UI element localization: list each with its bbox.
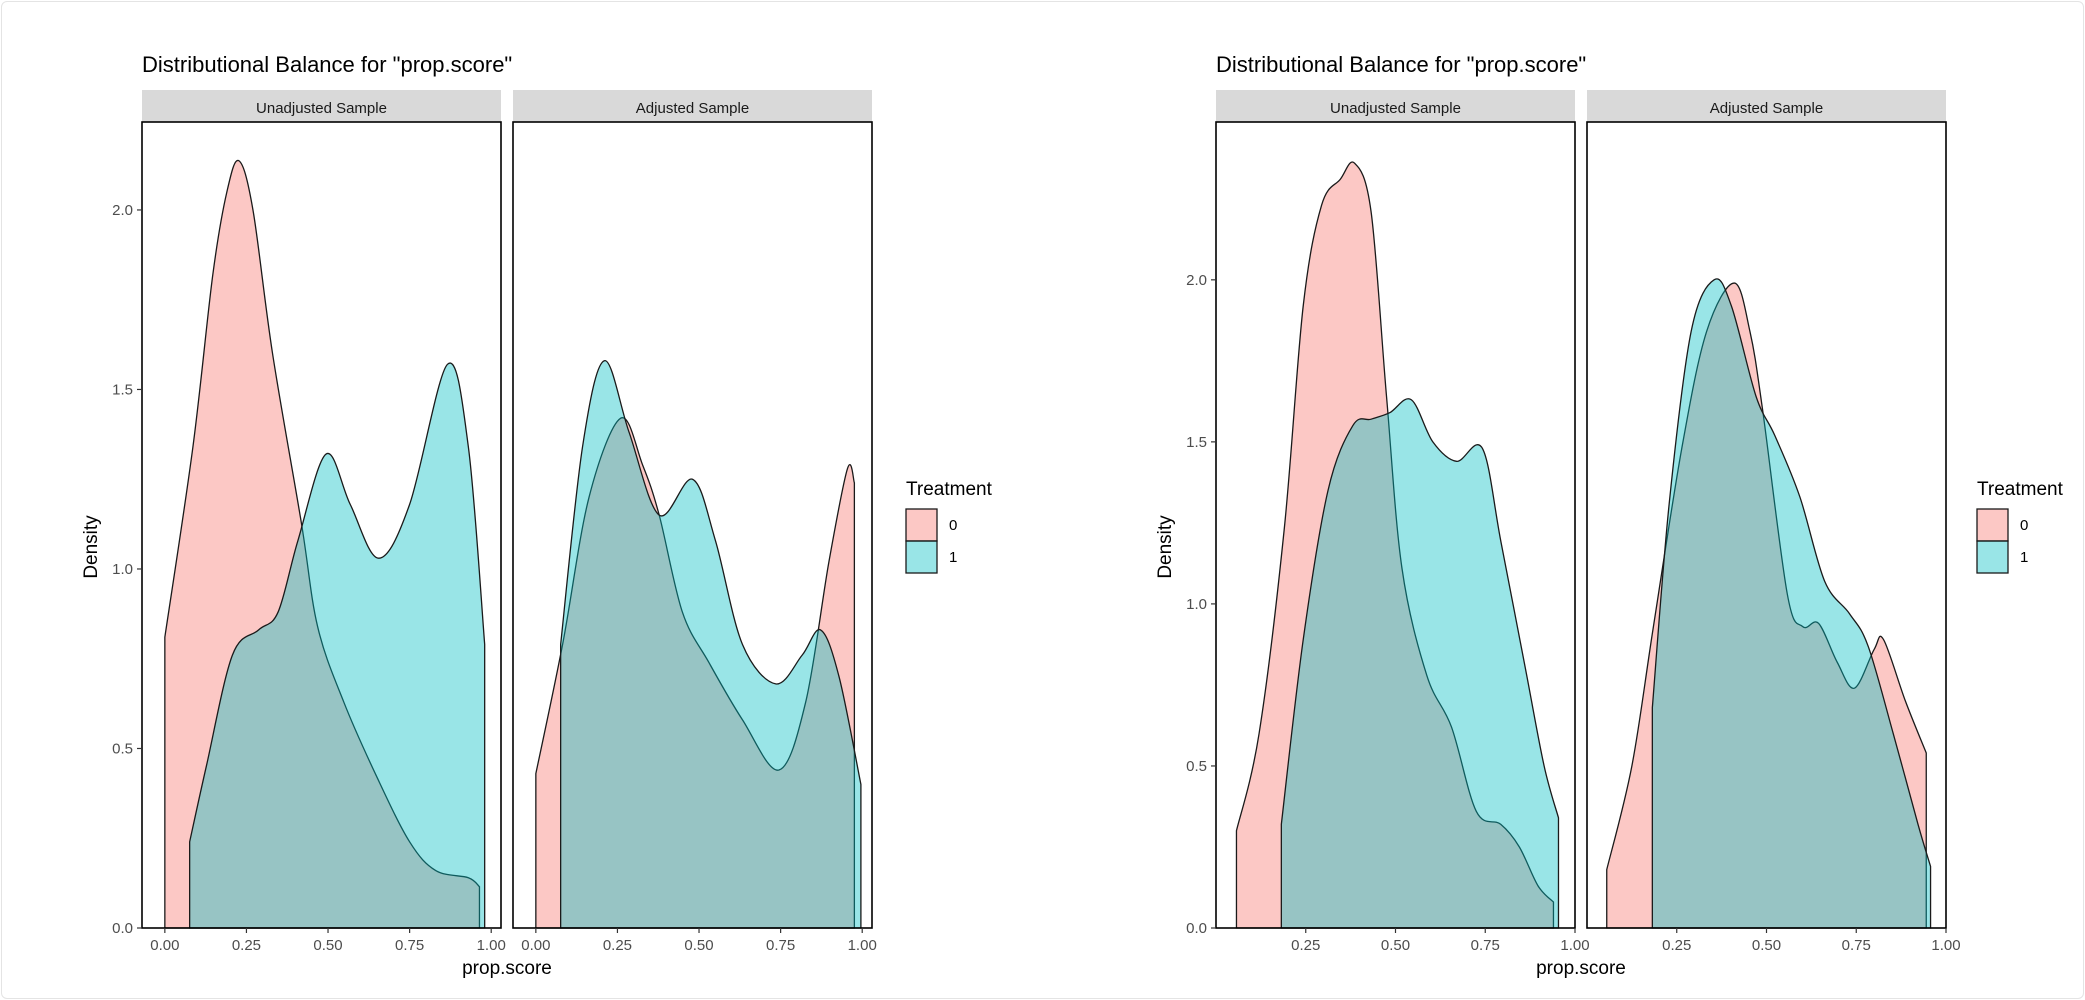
x-tick-label: 0.50: [684, 937, 713, 954]
facet-strip: [1587, 90, 1946, 122]
legend-title: Treatment: [1977, 479, 2064, 500]
x-tick-label: 0.25: [1291, 937, 1320, 954]
x-tick-label: 0.75: [766, 937, 795, 954]
density-area-treatment-1: [188, 362, 486, 929]
density-area-treatment-0: [1235, 161, 1555, 929]
facet-strip: [513, 90, 872, 122]
density-area-treatment-0: [164, 159, 481, 929]
density-area-treatment-1: [1651, 278, 1932, 929]
x-tick-label: 1.00: [1931, 937, 1960, 954]
legend-key-0: [1976, 508, 2009, 542]
chart-title: Distributional Balance for "prop.score": [1216, 52, 1586, 77]
x-tick-label: 0.50: [1381, 937, 1410, 954]
facet-unadjusted: Unadjusted Sample 0.25 0.50 0.75 1.00 0.0 0.5 1…: [1186, 90, 1590, 954]
y-tick-label: 1.5: [112, 381, 133, 398]
y-tick-label: 0.0: [112, 920, 133, 937]
x-tick-label: 0.25: [232, 937, 261, 954]
facet-adjusted: Adjusted Sample 0.00 0.25 0.50 0.75 1.00: [512, 90, 877, 954]
y-tick-label: 2.0: [112, 202, 133, 219]
y-tick-label: 1.0: [1186, 596, 1207, 613]
x-tick-label: 0.25: [603, 937, 632, 954]
legend: Treatment 0 1: [1976, 479, 2064, 574]
x-tick-label: 0.00: [150, 937, 179, 954]
panel-border: [141, 121, 502, 929]
x-axis-label: prop.score: [1536, 958, 1626, 979]
facet-label: Unadjusted Sample: [256, 100, 387, 117]
legend-label-1: 1: [2020, 549, 2028, 566]
x-tick-label: 1.00: [477, 937, 506, 954]
y-tick-label: 0.0: [1186, 920, 1207, 937]
chart-title: Distributional Balance for "prop.score": [142, 52, 512, 77]
legend-key-0: [905, 508, 938, 542]
x-tick-label: 0.50: [313, 937, 342, 954]
x-tick-label: 0.00: [521, 937, 550, 954]
facet-strip: [1216, 90, 1575, 122]
x-tick-label: 0.75: [395, 937, 424, 954]
density-area-treatment-0: [1606, 282, 1927, 929]
density-area-treatment-0: [535, 417, 856, 929]
x-axis-label: prop.score: [462, 958, 552, 979]
x-tick-label: 0.25: [1662, 937, 1691, 954]
legend-title: Treatment: [906, 479, 993, 500]
x-tick-label: 0.75: [1471, 937, 1500, 954]
facet-unadjusted: Unadjusted Sample 0.00 0.25 0.50 0.75 1.00 0.0…: [112, 90, 506, 954]
x-tick-label: 1.00: [1560, 937, 1589, 954]
facet-label: Adjusted Sample: [1710, 100, 1823, 117]
facet-label: Adjusted Sample: [636, 100, 749, 117]
legend-label-0: 0: [949, 517, 957, 534]
y-axis-label: Density: [81, 515, 102, 579]
facet-adjusted: Adjusted Sample 0.25 0.50 0.75 1.00: [1586, 90, 1961, 954]
y-axis-label: Density: [1155, 515, 1176, 579]
legend-key-1: [1976, 540, 2009, 574]
y-tick-label: 2.0: [1186, 272, 1207, 289]
facet-label: Unadjusted Sample: [1330, 100, 1461, 117]
x-tick-label: 1.00: [848, 937, 877, 954]
legend-label-1: 1: [949, 549, 957, 566]
chart-1: Distributional Balance for "prop.score" U…: [81, 52, 993, 979]
legend-label-0: 0: [2020, 517, 2028, 534]
y-tick-label: 1.5: [1186, 434, 1207, 451]
density-area-treatment-1: [559, 360, 862, 929]
y-tick-label: 0.5: [112, 740, 133, 757]
legend-key-1: [905, 540, 938, 574]
panel-border: [512, 121, 873, 929]
chart-2: Distributional Balance for "prop.score" U…: [1155, 52, 2064, 979]
legend: Treatment 0 1: [905, 479, 993, 574]
x-tick-label: 0.75: [1842, 937, 1871, 954]
y-tick-label: 0.5: [1186, 758, 1207, 775]
density-area-treatment-1: [1280, 398, 1560, 929]
y-tick-label: 1.0: [112, 561, 133, 578]
facet-strip: [142, 90, 501, 122]
x-tick-label: 0.50: [1752, 937, 1781, 954]
